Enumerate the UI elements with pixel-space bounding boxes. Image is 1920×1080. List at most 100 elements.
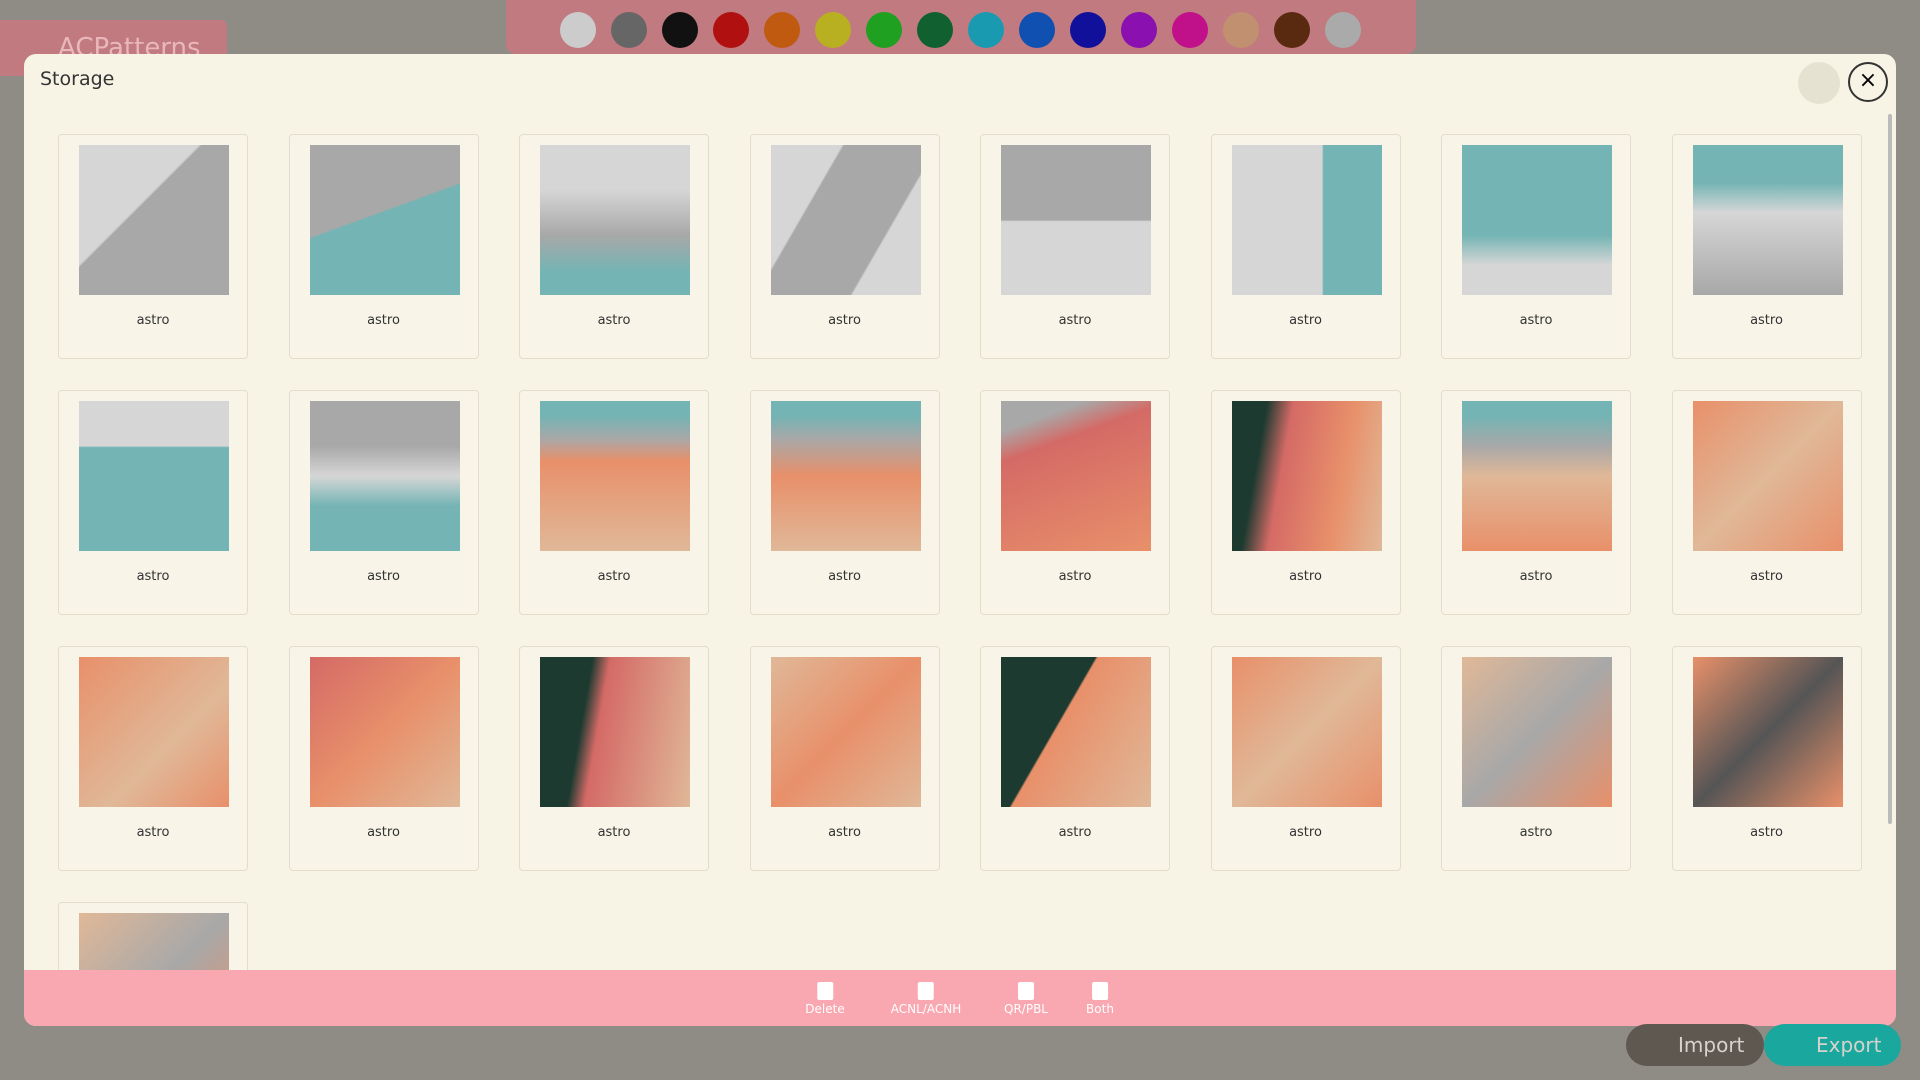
pattern-label: astro bbox=[828, 569, 861, 584]
pattern-label: astro bbox=[136, 825, 170, 840]
pattern-card[interactable]: astro bbox=[1671, 390, 1862, 615]
pattern-card[interactable]: astro bbox=[1210, 390, 1401, 615]
pattern-thumbnail bbox=[1692, 145, 1843, 295]
pattern-label: astro bbox=[1519, 569, 1553, 584]
pattern-label: astro bbox=[828, 825, 861, 840]
color-swatch[interactable] bbox=[866, 12, 902, 48]
pattern-thumbnail bbox=[1692, 401, 1843, 551]
close-button[interactable]: × bbox=[1848, 62, 1888, 102]
color-swatch[interactable] bbox=[611, 12, 647, 48]
pattern-card[interactable]: astro bbox=[1441, 646, 1631, 871]
pattern-card[interactable]: astro bbox=[1210, 134, 1401, 359]
color-swatch[interactable] bbox=[764, 12, 800, 48]
pattern-card[interactable]: astro bbox=[1210, 646, 1401, 871]
pattern-thumbnail bbox=[540, 657, 690, 807]
pattern-thumbnail bbox=[1231, 145, 1382, 295]
button-label: QR/PBL bbox=[1004, 1002, 1048, 1016]
color-swatch[interactable] bbox=[1019, 12, 1055, 48]
pattern-card[interactable]: astro bbox=[58, 134, 248, 359]
footer-button[interactable]: QR/PBL bbox=[1004, 982, 1048, 1016]
pattern-thumbnail bbox=[79, 913, 229, 970]
pattern-label: astro bbox=[367, 313, 400, 328]
color-swatch[interactable] bbox=[1325, 12, 1361, 48]
pattern-label: astro bbox=[1750, 569, 1783, 584]
pattern-thumbnail bbox=[309, 657, 460, 807]
pattern-card[interactable]: astro bbox=[1441, 134, 1631, 359]
pattern-card[interactable]: astro bbox=[749, 646, 940, 871]
pattern-card[interactable]: astro bbox=[519, 646, 709, 871]
pattern-label: astro bbox=[136, 569, 170, 584]
pattern-label: astro bbox=[1058, 313, 1092, 328]
pattern-label: astro bbox=[1750, 825, 1783, 840]
pattern-thumbnail bbox=[1001, 657, 1151, 807]
pattern-grid: astro astro astro astro astro astro astro astro… bbox=[24, 134, 1864, 970]
pattern-card[interactable]: astro bbox=[980, 646, 1170, 871]
pattern-label: astro bbox=[1519, 825, 1553, 840]
pattern-label: astro bbox=[367, 825, 400, 840]
button-label: ACNL/ACNH bbox=[890, 1002, 962, 1016]
button-icon bbox=[1091, 982, 1108, 1000]
button-label: Delete bbox=[805, 1002, 845, 1016]
pattern-thumbnail bbox=[540, 145, 690, 295]
pattern-thumbnail bbox=[770, 401, 921, 551]
color-swatch[interactable] bbox=[1070, 12, 1106, 48]
pattern-card[interactable]: astro bbox=[58, 902, 248, 970]
color-palette bbox=[506, 0, 1416, 54]
storage-modal: Storage × astro astro astro astro astro astro… bbox=[24, 54, 1896, 1026]
pattern-card[interactable]: astro bbox=[58, 646, 248, 871]
pattern-card[interactable]: astro bbox=[749, 134, 940, 359]
pattern-thumbnail bbox=[79, 401, 229, 551]
pattern-card[interactable]: astro bbox=[1441, 390, 1631, 615]
button-icon bbox=[918, 982, 934, 1000]
color-swatch[interactable] bbox=[1274, 12, 1310, 48]
pattern-label: astro bbox=[1058, 825, 1092, 840]
footer-bar: Delete ACNL/ACNH QR/PBL Both bbox=[24, 970, 1896, 1026]
button-icon bbox=[1017, 982, 1034, 1000]
scrollbar[interactable] bbox=[1888, 114, 1892, 824]
pattern-card[interactable]: astro bbox=[288, 134, 479, 359]
import-button[interactable]: Import bbox=[1626, 1024, 1765, 1066]
pattern-thumbnail bbox=[770, 145, 921, 295]
color-swatch[interactable] bbox=[713, 12, 749, 48]
pattern-card[interactable]: astro bbox=[519, 390, 709, 615]
color-swatch[interactable] bbox=[560, 12, 596, 48]
view-toggle[interactable] bbox=[1798, 62, 1840, 104]
pattern-card[interactable]: astro bbox=[980, 134, 1170, 359]
pattern-label: astro bbox=[828, 313, 861, 328]
color-swatch[interactable] bbox=[815, 12, 851, 48]
pattern-label: astro bbox=[1289, 825, 1322, 840]
pattern-card[interactable]: astro bbox=[1671, 134, 1862, 359]
export-button[interactable]: Export bbox=[1764, 1024, 1902, 1066]
footer-button[interactable]: ACNL/ACNH bbox=[891, 982, 961, 1016]
button-label: Both bbox=[1086, 1002, 1114, 1016]
pattern-thumbnail bbox=[1462, 657, 1612, 807]
modal-title: Storage bbox=[40, 68, 115, 90]
color-swatch[interactable] bbox=[1223, 12, 1259, 48]
pattern-label: astro bbox=[1289, 313, 1322, 328]
pattern-label: astro bbox=[597, 313, 631, 328]
pattern-thumbnail bbox=[540, 401, 690, 551]
color-swatch[interactable] bbox=[1121, 12, 1157, 48]
pattern-thumbnail bbox=[1231, 401, 1382, 551]
pattern-card[interactable]: astro bbox=[980, 390, 1170, 615]
footer-button[interactable]: Both bbox=[1086, 982, 1114, 1016]
pattern-thumbnail bbox=[309, 145, 460, 295]
pattern-label: astro bbox=[1289, 569, 1322, 584]
pattern-card[interactable]: astro bbox=[519, 134, 709, 359]
pattern-thumbnail bbox=[79, 657, 229, 807]
pattern-card[interactable]: astro bbox=[288, 646, 479, 871]
color-swatch[interactable] bbox=[662, 12, 698, 48]
pattern-label: astro bbox=[136, 313, 170, 328]
color-swatch[interactable] bbox=[1172, 12, 1208, 48]
pattern-thumbnail bbox=[79, 145, 229, 295]
pattern-label: astro bbox=[597, 569, 631, 584]
pattern-card[interactable]: astro bbox=[288, 390, 479, 615]
pattern-thumbnail bbox=[1462, 145, 1612, 295]
pattern-card[interactable]: astro bbox=[1671, 646, 1862, 871]
color-swatch[interactable] bbox=[917, 12, 953, 48]
pattern-card[interactable]: astro bbox=[749, 390, 940, 615]
footer-button[interactable]: Delete bbox=[805, 982, 845, 1016]
pattern-card[interactable]: astro bbox=[58, 390, 248, 615]
color-swatch[interactable] bbox=[968, 12, 1004, 48]
pattern-thumbnail bbox=[1692, 657, 1843, 807]
